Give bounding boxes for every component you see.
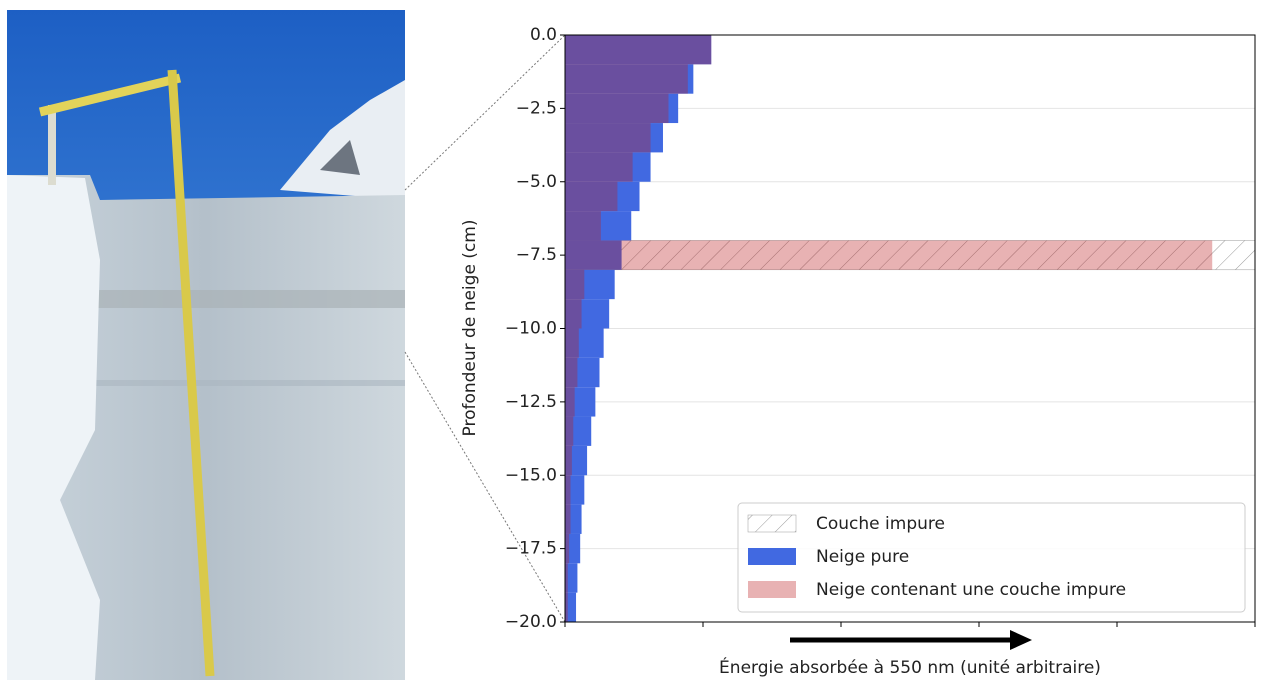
- x-axis-label: Énergie absorbée à 550 nm (unité arbitra…: [719, 656, 1101, 678]
- legend-label: Neige contenant une couche impure: [816, 580, 1126, 600]
- bar: [565, 64, 688, 94]
- bar: [565, 563, 578, 593]
- bar: [564, 240, 1256, 271]
- bar: [565, 357, 600, 388]
- bar: [565, 123, 651, 153]
- bar: [565, 592, 568, 622]
- bar: [565, 445, 572, 476]
- bar: [565, 299, 610, 329]
- bar: [565, 387, 575, 417]
- legend-swatch: [748, 548, 796, 565]
- bar: [565, 592, 577, 622]
- legend-label: Couche impure: [816, 514, 945, 534]
- bar: [565, 64, 694, 94]
- bar: [565, 475, 585, 505]
- bar: [565, 533, 570, 564]
- bar: [565, 240, 1213, 270]
- zoom-lines: [404, 34, 566, 623]
- bar: [565, 93, 669, 124]
- bar: [565, 387, 596, 417]
- legend-swatch: [747, 514, 797, 533]
- plot-frame: [564, 34, 1256, 623]
- bar: [565, 328, 604, 358]
- y-axis-label: Profondeur de neige (cm): [460, 220, 480, 437]
- y-tick-label: −15.0: [505, 465, 557, 485]
- bar: [565, 504, 571, 534]
- bar: [565, 152, 633, 182]
- y-tick-label: 0.0: [530, 25, 557, 45]
- photo: [7, 10, 405, 680]
- bar: [565, 93, 679, 124]
- bar: [565, 504, 582, 534]
- bar: [565, 328, 579, 358]
- y-tick-label: −20.0: [505, 612, 557, 632]
- bar: [565, 240, 622, 270]
- bar: [565, 181, 618, 212]
- legend-label: Neige pure: [816, 547, 909, 567]
- y-tick-label: −5.0: [516, 172, 557, 192]
- bar: [565, 416, 592, 446]
- bar: [565, 211, 601, 241]
- bar: [565, 357, 578, 388]
- plot: 0.0 −2.5 −5.0 −7.5 −10.0 −12.5 −15.0 −17.5 −20.0…: [505, 25, 1256, 632]
- direction-arrow: [790, 630, 1032, 650]
- bar: [565, 533, 581, 564]
- bar: [565, 211, 632, 241]
- legend-swatch: [748, 581, 796, 598]
- bar: [565, 181, 640, 212]
- y-tick-label: −2.5: [516, 98, 557, 118]
- legend-box: [737, 502, 1246, 613]
- y-tick-label: −12.5: [505, 392, 557, 412]
- y-tick-label: −17.5: [505, 539, 557, 559]
- bar: [565, 35, 712, 65]
- bar: [565, 123, 663, 153]
- bar: [565, 35, 712, 65]
- bar: [565, 269, 615, 300]
- bar: [565, 152, 651, 182]
- bar: [565, 475, 571, 505]
- bar: [565, 563, 568, 593]
- y-tick-label: −10.0: [505, 319, 557, 339]
- bar: [565, 416, 574, 446]
- bar: [565, 445, 588, 476]
- bar: [565, 269, 585, 300]
- bar: [565, 299, 582, 329]
- y-tick-label: −7.5: [516, 245, 557, 265]
